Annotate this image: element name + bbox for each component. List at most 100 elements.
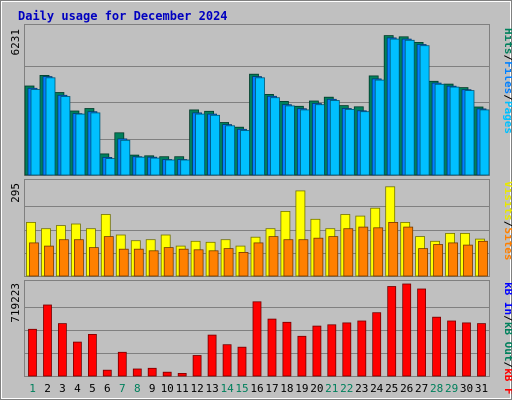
x-label-day-18: 18 xyxy=(280,382,293,395)
x-label-day-21: 21 xyxy=(325,382,338,395)
x-label-day-2: 2 xyxy=(44,382,51,395)
bar-pages-day-22 xyxy=(344,109,355,176)
bar-sites-day-3 xyxy=(59,239,69,277)
bar-kb-f-day-2 xyxy=(43,304,52,377)
bar-pages-day-16 xyxy=(255,77,265,176)
x-label-day-19: 19 xyxy=(295,382,308,395)
bar-pages-day-31 xyxy=(479,109,490,176)
x-label-day-3: 3 xyxy=(59,382,66,395)
x-label-day-5: 5 xyxy=(89,382,96,395)
x-label-day-4: 4 xyxy=(74,382,81,395)
legend-kb-out: kB Out xyxy=(502,322,512,362)
bar-sites-day-20 xyxy=(313,237,324,277)
chart-title: Daily usage for December 2024 xyxy=(18,9,228,23)
x-label-day-12: 12 xyxy=(190,382,203,395)
bar-kb-f-day-25 xyxy=(387,286,397,377)
bar-pages-day-6 xyxy=(105,158,116,176)
legend-hits: Hits xyxy=(502,28,512,55)
bar-sites-day-26 xyxy=(403,226,414,277)
bar-pages-day-20 xyxy=(314,104,325,176)
bar-sites-day-7 xyxy=(118,248,129,277)
bar-kb-f-day-4 xyxy=(73,341,82,377)
bar-pages-day-9 xyxy=(150,157,161,176)
bar-sites-day-14 xyxy=(223,248,234,277)
bar-sites-day-31 xyxy=(478,240,488,277)
bar-pages-day-4 xyxy=(75,113,86,176)
x-label-day-29: 29 xyxy=(445,382,458,395)
bar-kb-f-day-14 xyxy=(222,344,232,377)
bar-sites-day-5 xyxy=(89,247,99,277)
bar-pages-day-19 xyxy=(299,109,310,176)
bar-sites-day-28 xyxy=(433,244,444,277)
bar-sites-day-8 xyxy=(133,248,144,277)
bar-sites-day-21 xyxy=(328,236,339,277)
panel-3-axis-legend: kB In/kB Out/kB F xyxy=(502,282,512,395)
bar-kb-f-day-16 xyxy=(252,301,262,377)
x-label-day-30: 30 xyxy=(460,382,473,395)
legend-files: Files xyxy=(502,61,512,94)
bar-pages-day-13 xyxy=(210,114,221,176)
x-label-day-1: 1 xyxy=(29,382,36,395)
bar-kb-f-day-29 xyxy=(447,320,457,377)
bar-pages-day-18 xyxy=(284,105,295,176)
x-label-day-7: 7 xyxy=(119,382,126,395)
bar-pages-day-23 xyxy=(359,111,370,176)
bar-kb-f-day-27 xyxy=(417,288,427,377)
x-label-day-17: 17 xyxy=(265,382,278,395)
x-label-day-26: 26 xyxy=(400,382,413,395)
bar-kb-f-day-6 xyxy=(102,369,112,377)
bar-sites-day-2 xyxy=(44,245,54,277)
panel-2-axis-legend: Visits/Sites xyxy=(502,181,512,261)
legend-pages: Pages xyxy=(502,101,512,134)
bar-sites-day-16 xyxy=(253,242,264,277)
bar-pages-day-15 xyxy=(240,130,250,176)
x-label-day-25: 25 xyxy=(385,382,398,395)
bar-sites-day-9 xyxy=(148,250,159,277)
bar-sites-day-24 xyxy=(373,227,384,277)
bar-kb-f-day-28 xyxy=(432,316,442,377)
panel-2-max-label: 295 xyxy=(9,183,22,203)
x-label-day-16: 16 xyxy=(250,382,263,395)
bar-sites-day-11 xyxy=(178,248,189,277)
bar-kb-f-day-26 xyxy=(402,283,412,377)
bar-sites-day-12 xyxy=(193,249,204,277)
bar-pages-day-21 xyxy=(329,100,340,176)
bar-pages-day-14 xyxy=(225,125,236,176)
bar-sites-day-15 xyxy=(238,251,249,277)
bar-pages-day-25 xyxy=(389,38,400,176)
bar-sites-day-1 xyxy=(29,242,39,277)
bar-kb-f-day-17 xyxy=(267,318,277,377)
bar-pages-day-28 xyxy=(434,83,445,176)
bar-pages-day-27 xyxy=(419,45,430,176)
bar-kb-f-day-23 xyxy=(357,320,367,377)
bar-kb-f-day-22 xyxy=(342,322,352,377)
x-label-day-15: 15 xyxy=(235,382,248,395)
bar-pages-day-12 xyxy=(195,113,206,176)
bar-kb-f-day-7 xyxy=(117,351,127,377)
bar-kb-f-day-21 xyxy=(327,324,337,377)
x-label-day-20: 20 xyxy=(310,382,323,395)
bar-sites-day-23 xyxy=(358,226,369,277)
bar-kb-f-day-3 xyxy=(58,323,67,377)
legend-visits: Visits xyxy=(502,181,512,221)
bar-pages-day-24 xyxy=(374,79,385,176)
bar-sites-day-13 xyxy=(208,250,219,277)
bar-sites-day-19 xyxy=(298,239,309,277)
x-label-day-14: 14 xyxy=(220,382,234,395)
x-label-day-31: 31 xyxy=(475,382,488,395)
bar-kb-f-day-5 xyxy=(88,333,97,377)
x-label-day-11: 11 xyxy=(176,382,189,395)
bar-kb-f-day-18 xyxy=(282,321,292,377)
panel-1-max-label: 6231 xyxy=(9,29,22,56)
bar-sites-day-25 xyxy=(388,221,399,277)
bar-sites-day-6 xyxy=(103,236,114,277)
x-label-day-23: 23 xyxy=(355,382,368,395)
bars-layer xyxy=(24,35,490,377)
x-label-day-22: 22 xyxy=(340,382,353,395)
bar-sites-day-18 xyxy=(283,239,294,277)
x-label-day-9: 9 xyxy=(149,382,156,395)
bar-kb-f-day-30 xyxy=(462,322,471,377)
